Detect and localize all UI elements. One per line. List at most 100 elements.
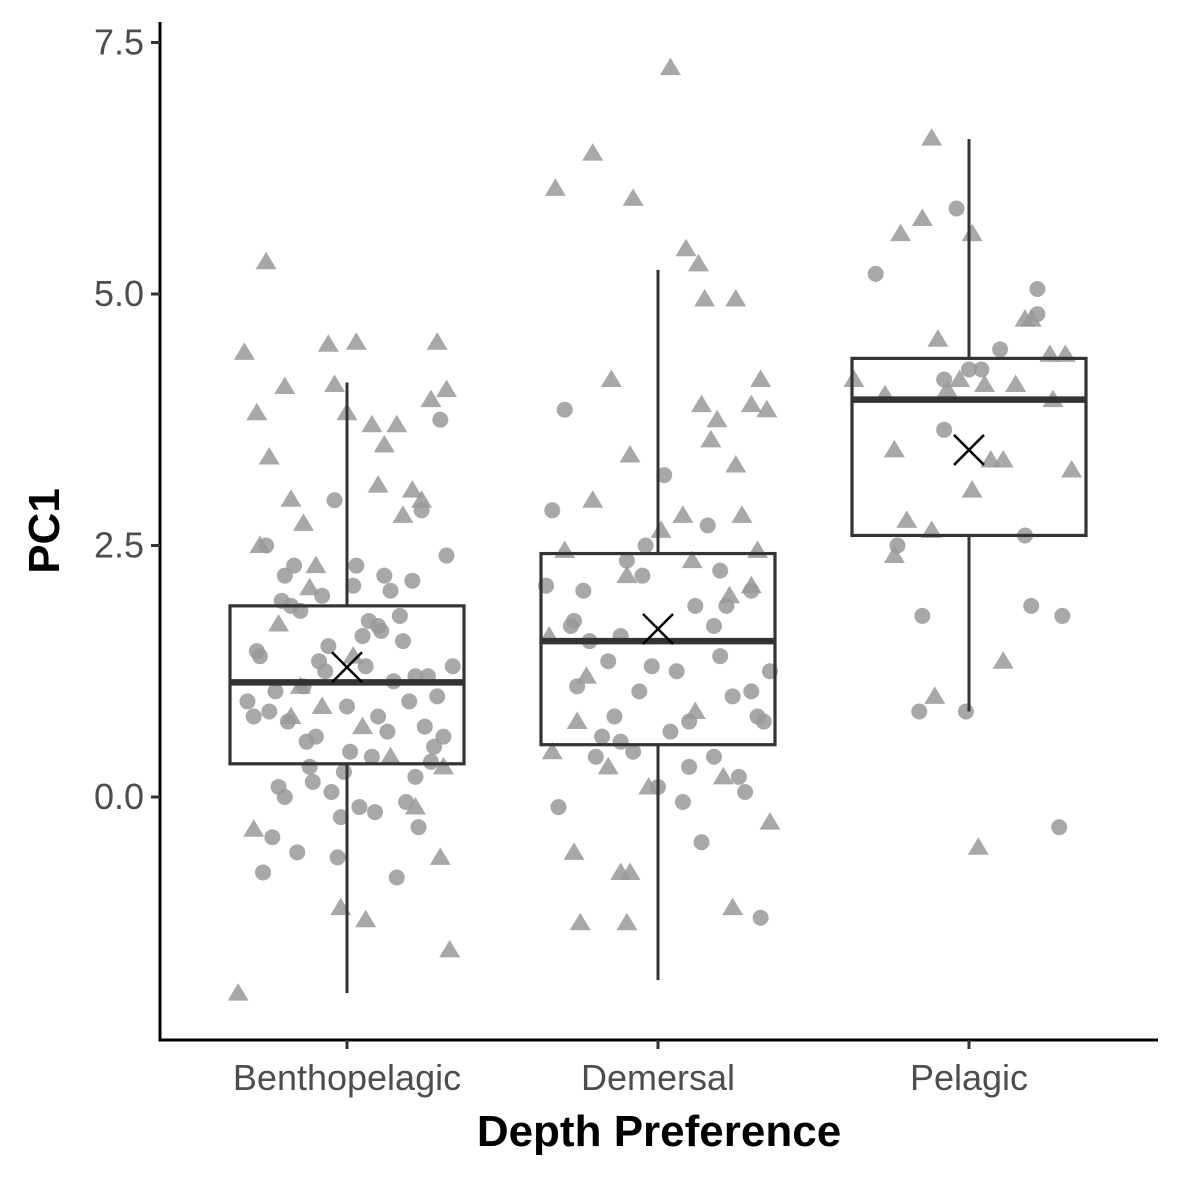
data-point	[258, 537, 275, 554]
data-point	[756, 399, 778, 418]
data-point	[541, 741, 563, 760]
data-point	[380, 746, 402, 765]
data-point	[675, 238, 697, 257]
data-point	[1014, 309, 1036, 327]
data-point	[681, 758, 698, 775]
data-point	[681, 550, 703, 569]
data-point	[363, 748, 380, 765]
data-point	[927, 329, 949, 347]
data-point	[563, 842, 585, 860]
data-point	[566, 612, 583, 629]
mean-markers	[331, 434, 985, 684]
data-point	[743, 683, 760, 700]
data-point	[435, 728, 452, 745]
data-point	[582, 490, 604, 508]
data-point	[743, 582, 760, 599]
data-point	[289, 844, 306, 861]
y-axis-title: PC1	[20, 488, 69, 574]
data-point	[420, 389, 442, 408]
data-point	[258, 446, 280, 465]
x-axis-title: Depth Preference	[477, 1107, 841, 1156]
data-point	[911, 703, 928, 720]
data-point	[1023, 597, 1040, 614]
data-point	[949, 369, 971, 388]
x-tick-label: Benthopelagic	[233, 1057, 461, 1098]
y-tick-label: 7.5	[94, 22, 144, 63]
data-point	[324, 374, 346, 393]
jitter-points	[227, 57, 1083, 1001]
data-point	[436, 379, 458, 398]
data-point	[672, 505, 694, 523]
data-point	[597, 756, 619, 775]
y-tick-label: 0.0	[94, 776, 144, 817]
data-point	[554, 540, 576, 559]
data-point	[921, 520, 943, 538]
data-point	[896, 510, 918, 528]
data-point	[360, 612, 377, 629]
data-point	[301, 758, 318, 775]
mean-marker	[331, 651, 363, 684]
data-point	[394, 633, 411, 650]
data-point	[314, 587, 331, 604]
data-point	[681, 713, 698, 730]
data-point	[398, 794, 415, 811]
data-point	[706, 409, 728, 428]
data-point	[967, 837, 989, 855]
data-point	[914, 607, 931, 624]
data-point	[587, 748, 604, 765]
data-point	[948, 200, 965, 217]
data-point	[843, 369, 865, 388]
data-point	[544, 502, 561, 519]
data-point	[961, 223, 983, 242]
data-point	[936, 379, 958, 398]
data-point	[700, 429, 722, 448]
data-point	[386, 414, 408, 433]
data-point	[575, 666, 597, 684]
data-point	[345, 332, 367, 350]
data-point	[268, 613, 290, 632]
data-point	[388, 869, 405, 886]
data-point	[662, 723, 679, 740]
data-point	[867, 265, 884, 282]
data-point	[422, 753, 439, 770]
data-point	[992, 341, 1009, 358]
data-point	[569, 678, 586, 695]
data-point	[311, 653, 328, 670]
box-pelagic	[850, 139, 1088, 712]
data-point	[550, 799, 567, 816]
data-point	[317, 334, 339, 352]
data-point	[298, 733, 315, 750]
data-point	[740, 394, 762, 413]
x-ticks: Benthopelagic Demersal Pelagic	[233, 1040, 1028, 1098]
box-layer	[228, 139, 1088, 994]
data-point	[342, 743, 359, 760]
data-point	[243, 819, 265, 837]
data-point	[693, 834, 710, 851]
data-point	[712, 648, 729, 665]
data-point	[379, 723, 396, 740]
y-tick-label: 2.5	[94, 525, 144, 566]
data-point	[351, 799, 368, 816]
data-point	[292, 513, 314, 531]
data-point	[924, 686, 946, 704]
data-point	[280, 489, 302, 507]
data-point	[759, 812, 781, 830]
data-point	[366, 804, 383, 821]
data-point	[382, 582, 399, 599]
data-point	[246, 402, 268, 421]
data-point	[936, 371, 953, 388]
data-point	[279, 713, 296, 730]
data-point	[370, 708, 387, 725]
data-point	[619, 444, 641, 463]
data-point	[339, 698, 355, 715]
data-point	[737, 783, 754, 800]
data-point	[276, 567, 293, 584]
data-point	[616, 912, 638, 931]
mean-marker	[953, 434, 985, 466]
data-point	[674, 794, 691, 811]
data-point	[323, 783, 340, 800]
data-point	[556, 401, 573, 418]
data-point	[992, 651, 1014, 669]
data-point	[890, 223, 912, 242]
data-point	[718, 597, 735, 614]
